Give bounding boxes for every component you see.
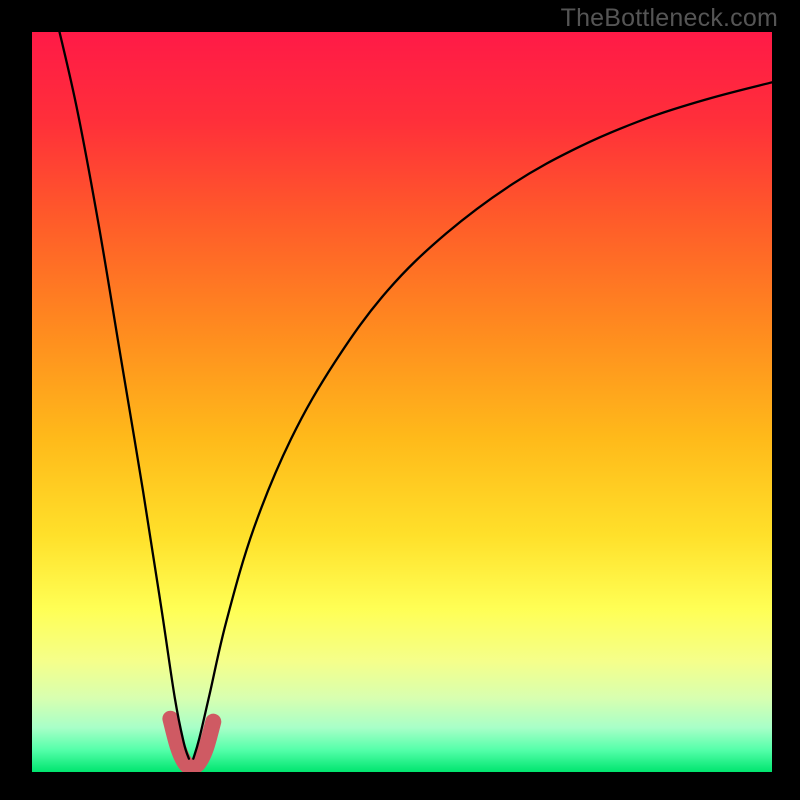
curve-left bbox=[54, 32, 189, 759]
curve-right bbox=[193, 82, 772, 758]
watermark-text: TheBottleneck.com bbox=[561, 4, 778, 33]
plot-area bbox=[32, 32, 772, 772]
curve-layer bbox=[32, 32, 772, 772]
trough-marker bbox=[170, 719, 213, 767]
